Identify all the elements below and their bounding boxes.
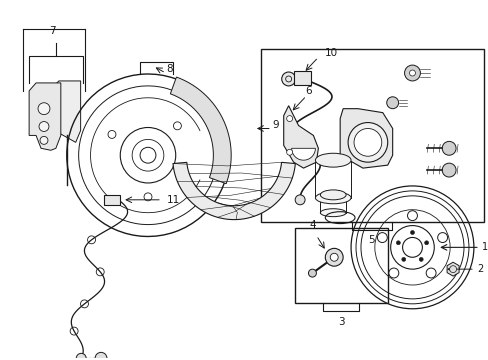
Circle shape [76,354,86,360]
Ellipse shape [320,190,346,200]
Text: 2: 2 [476,264,482,274]
Circle shape [441,163,455,177]
Text: 6: 6 [305,86,311,96]
Circle shape [424,241,427,245]
Circle shape [408,70,415,76]
Circle shape [329,253,338,261]
Ellipse shape [315,153,350,167]
Text: 1: 1 [481,242,487,252]
Circle shape [286,149,292,155]
Circle shape [407,211,417,221]
Polygon shape [173,162,295,220]
Circle shape [353,129,381,156]
Circle shape [402,238,422,257]
Polygon shape [51,81,81,142]
Circle shape [286,116,292,122]
Text: 5: 5 [368,235,374,246]
Circle shape [281,72,295,86]
Circle shape [418,257,422,261]
Circle shape [388,268,398,278]
Polygon shape [446,262,458,276]
Ellipse shape [315,192,350,204]
Polygon shape [170,77,231,184]
Text: 7: 7 [49,26,56,36]
Text: 10: 10 [324,48,337,58]
Circle shape [396,241,400,245]
Bar [294,228,387,303]
Circle shape [386,97,398,109]
Polygon shape [291,148,315,160]
Circle shape [285,76,291,82]
Bar [293,71,311,85]
Circle shape [426,268,435,278]
Text: 9: 9 [272,120,279,130]
Bar [261,49,483,222]
Circle shape [40,136,48,144]
Bar [104,195,120,205]
Circle shape [409,230,414,234]
Circle shape [437,233,447,243]
Circle shape [308,269,316,277]
Circle shape [448,266,456,273]
Circle shape [140,147,156,163]
Circle shape [95,352,107,360]
Circle shape [401,257,405,261]
Circle shape [404,65,420,81]
Text: 8: 8 [166,64,173,74]
Circle shape [347,122,387,162]
Polygon shape [29,83,61,150]
Circle shape [295,195,305,205]
Text: 11: 11 [166,195,180,205]
Circle shape [441,141,455,155]
Polygon shape [283,106,318,168]
Polygon shape [340,109,392,168]
Circle shape [377,233,386,243]
Circle shape [325,248,343,266]
Text: 3: 3 [337,317,344,327]
Ellipse shape [320,209,346,217]
Circle shape [38,103,50,114]
Circle shape [39,122,49,131]
Text: 4: 4 [308,220,315,230]
